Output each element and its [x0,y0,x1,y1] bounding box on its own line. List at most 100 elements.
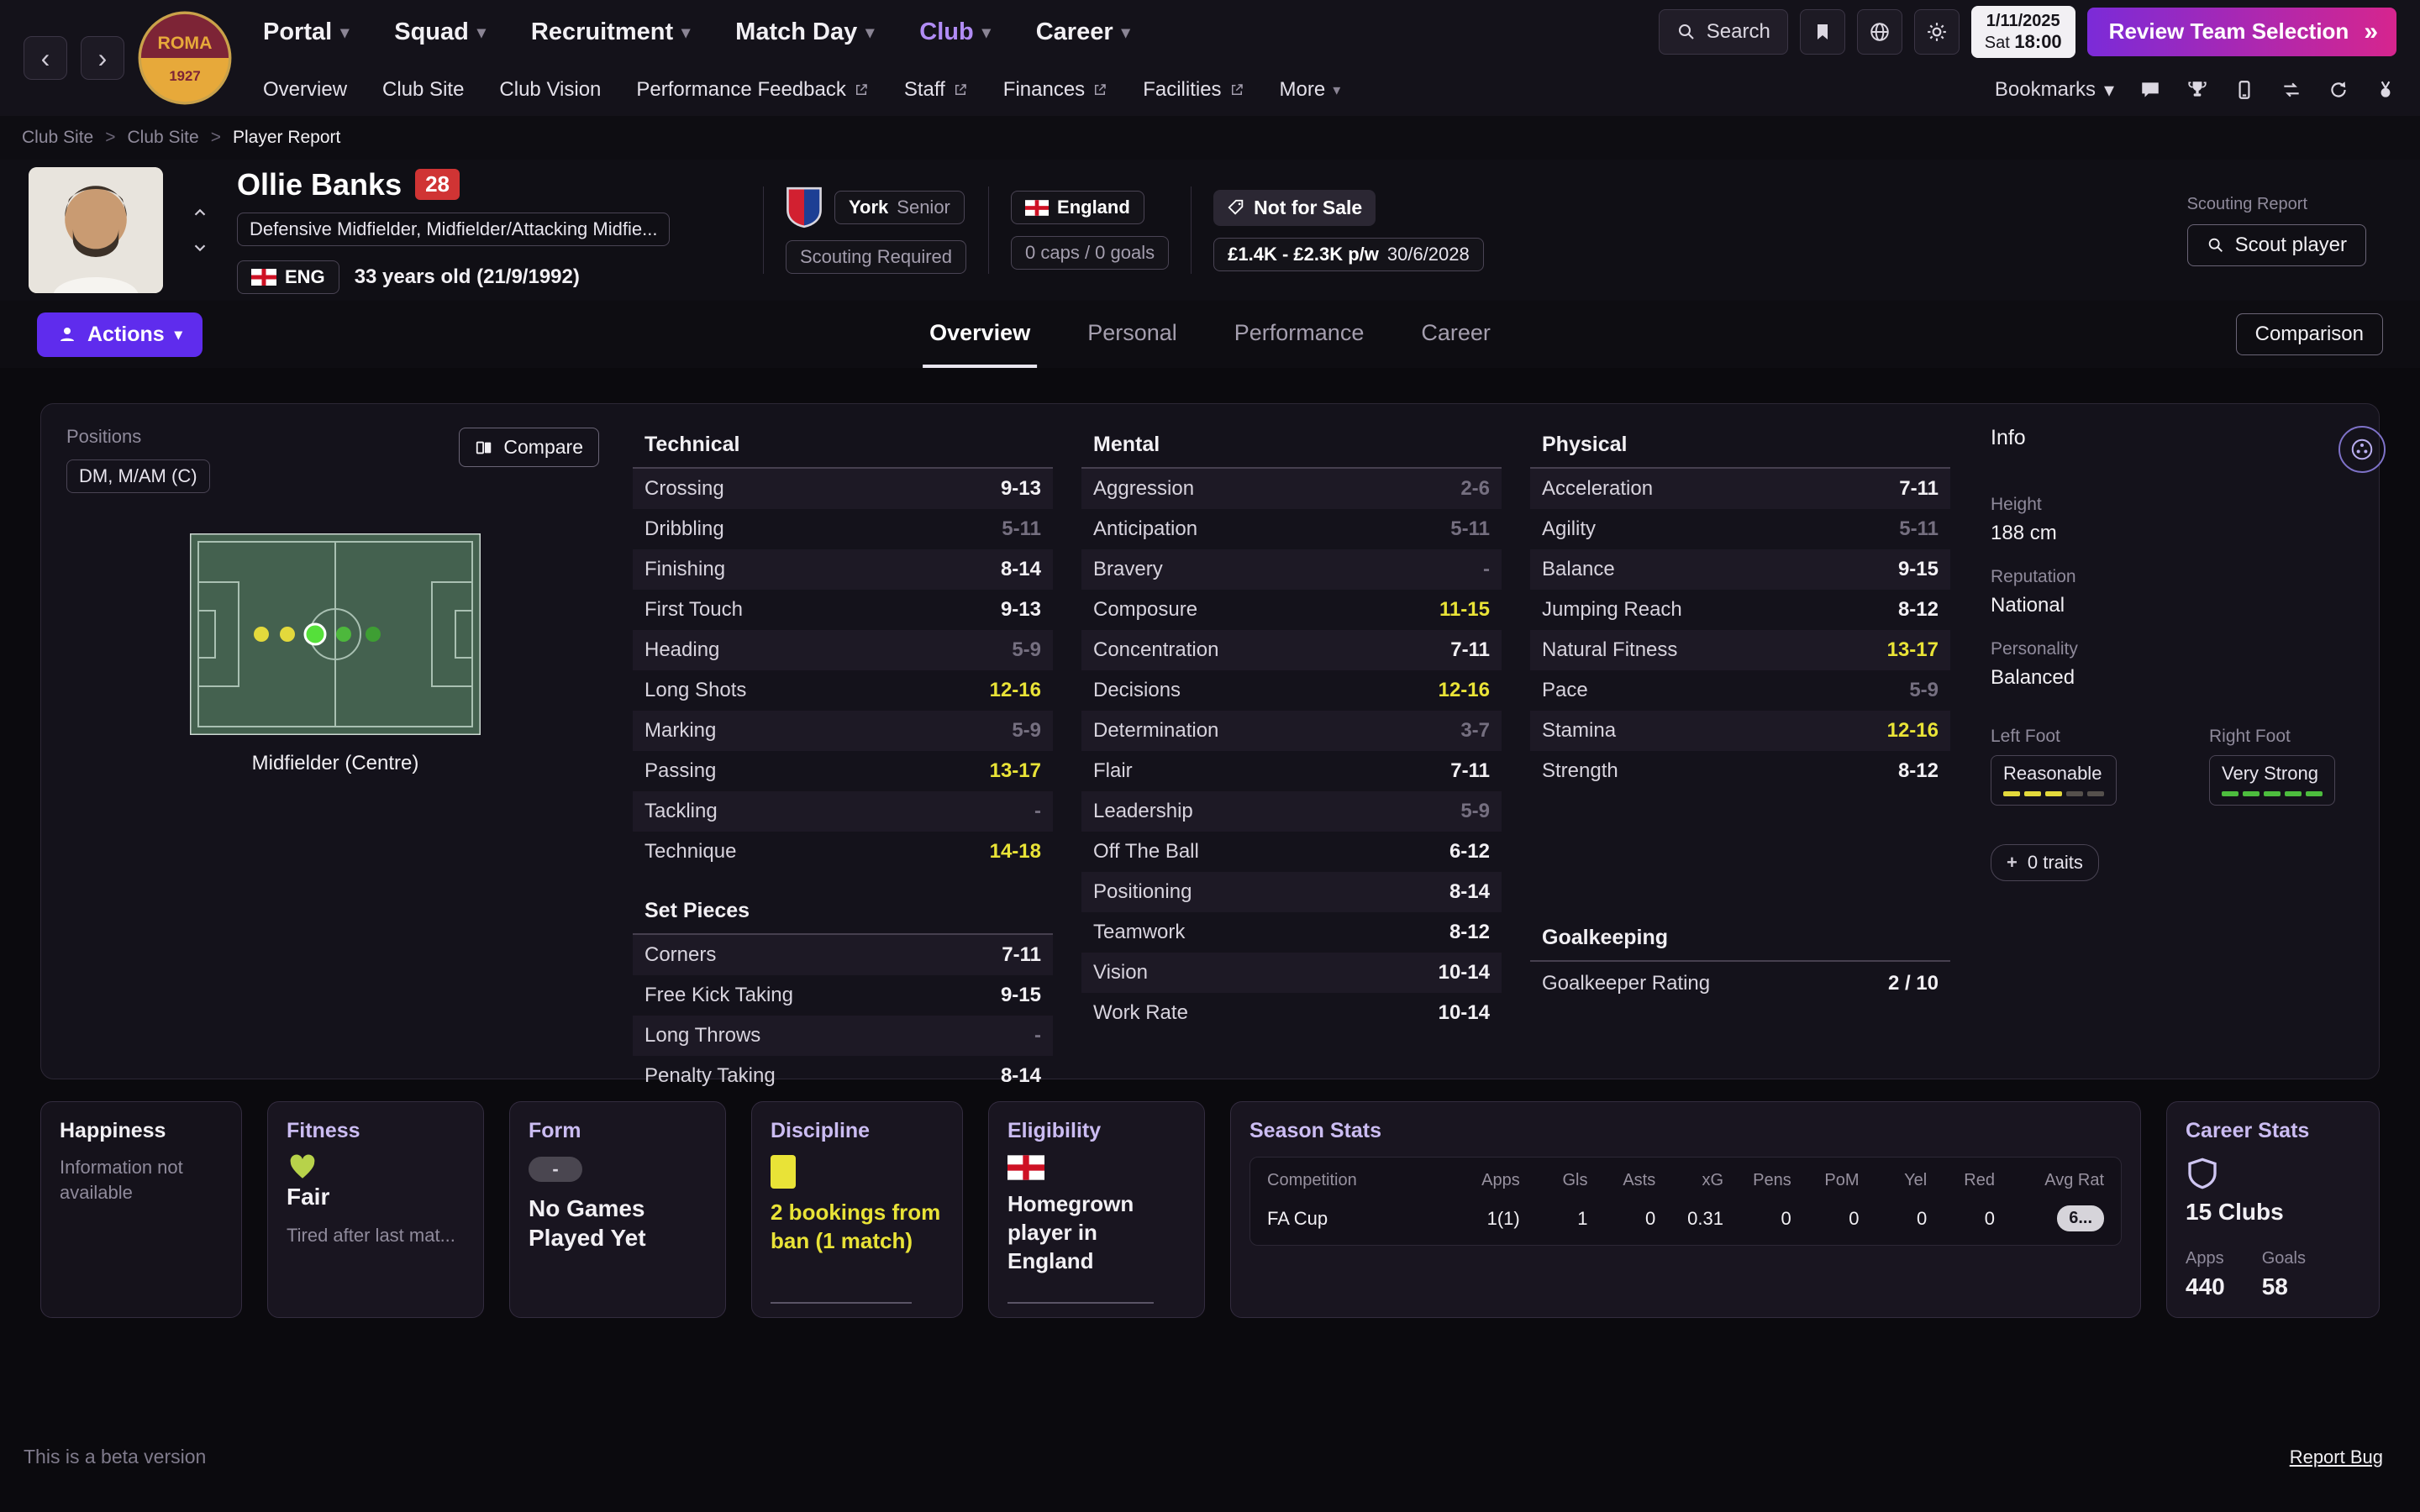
season-cell: 0.31 [1687,1207,1723,1229]
season-cell: 0 [1781,1207,1791,1229]
search-input[interactable]: Search [1658,8,1788,55]
pitch-map[interactable] [66,533,604,735]
attribute-row-teamwork: Teamwork 8-12 [1081,912,1502,953]
season-cell: 0 [1917,1207,1928,1229]
device-icon[interactable] [2233,79,2255,101]
next-player-button[interactable] [185,235,215,260]
attribute-value: - [1483,558,1490,580]
chevron-down-icon: ▾ [2103,78,2114,102]
subnav-item-staff[interactable]: Staff [904,78,968,102]
career-stats-card[interactable]: Career Stats 15 Clubs Apps 440 Goals 58 [2166,1101,2380,1318]
breadcrumb-separator: > [210,128,221,147]
transfers-icon[interactable] [2281,79,2302,101]
contract-end-date: 30/6/2028 [1386,243,1470,265]
back-button[interactable]: ‹ [24,36,67,80]
subnav-item-facilities[interactable]: Facilities [1143,78,1244,102]
player-positions-chip: Defensive Midfielder, Midfielder/Attacki… [237,212,671,246]
review-team-selection-button[interactable]: Review Team Selection » [2086,7,2396,56]
tab-career[interactable]: Career [1421,319,1491,345]
form-card[interactable]: Form - No Games Played Yet [509,1101,726,1318]
club-squad-chip[interactable]: York Senior [834,191,965,224]
subnav-item-overview[interactable]: Overview [263,78,347,102]
tab-performance[interactable]: Performance [1234,319,1365,345]
nation-chip[interactable]: England [1011,191,1144,224]
club-crest-roma[interactable]: ROMA 1927 [138,11,232,105]
bookmark-button[interactable] [1799,8,1845,55]
trophy-icon[interactable] [2186,79,2208,101]
attribute-row-technique: Technique 14-18 [633,832,1053,872]
attribute-label: Composure [1093,598,1198,621]
subnav-item-club-vision[interactable]: Club Vision [499,78,601,102]
subnav-item-finances[interactable]: Finances [1003,78,1107,102]
topnav-menu-club[interactable]: Club ▾ [919,18,990,46]
happiness-card[interactable]: Happiness Information not available [40,1101,242,1318]
subnav-item-club-site[interactable]: Club Site [382,78,464,102]
breadcrumb-item-club-site-1[interactable]: Club Site [127,128,199,147]
season-column-pens: Pens [1753,1171,1791,1189]
subnav-item-more[interactable]: More ▾ [1280,78,1341,102]
attribute-value: 3-7 [1460,719,1490,742]
topnav-menu-portal[interactable]: Portal ▾ [263,18,349,46]
club-block: York Senior Scouting Required [786,186,967,274]
external-link-icon [854,82,869,97]
topnav-menu-match-day[interactable]: Match Day ▾ [735,18,874,46]
award-icon[interactable] [2375,79,2396,101]
topnav-menu-squad[interactable]: Squad ▾ [394,18,486,46]
form-text: No Games Played Yet [529,1195,646,1251]
right-foot: Right Foot Very Strong [2209,727,2386,806]
game-day-time: Sat 18:00 [1984,30,2062,52]
roles-chip: DM, M/AM (C) [66,459,210,493]
settings-button[interactable] [1913,8,1960,55]
goalkeeping-section: Goalkeeping Goalkeeper Rating 2 / 10 [1530,919,1950,1005]
comparison-button[interactable]: Comparison [2235,313,2383,355]
actions-label: Actions [87,322,165,346]
goalkeeping-section-title: Goalkeeping [1530,919,1950,962]
season-stats-card[interactable]: Season Stats Competition Apps Gls Asts xG Pen… [1230,1101,2141,1318]
england-flag-icon [251,268,276,286]
search-icon [1676,22,1697,42]
chevron-down-icon: ▾ [174,325,182,343]
previous-player-button[interactable] [185,200,215,225]
bookmarks-dropdown[interactable]: Bookmarks ▾ [1995,78,2114,102]
compare-button[interactable]: Compare [459,428,599,467]
physical-section-title: Physical [1530,426,1950,469]
game-date-button[interactable]: 1/11/2025 Sat 18:00 [1970,5,2075,59]
world-button[interactable] [1856,8,1902,55]
breadcrumb-item-player-report-2[interactable]: Player Report [232,128,341,147]
attribute-label: Heading [644,638,720,661]
season-stats-title: Season Stats [1249,1119,1382,1142]
attribute-row-anticipation: Anticipation 5-11 [1081,509,1502,549]
attribute-row-corners: Corners 7-11 [633,935,1053,975]
overview-panel: Positions Compare DM, M/AM (C) [40,403,2386,1087]
tab-overview[interactable]: Overview [923,301,1038,368]
attribute-row-crossing: Crossing 9-13 [633,469,1053,509]
attribute-row-composure: Composure 11-15 [1081,590,1502,630]
refresh-icon[interactable] [2328,79,2349,101]
attribute-row-bravery: Bravery - [1081,549,1502,590]
attribute-label: Stamina [1542,719,1617,742]
attribute-analysis-icon[interactable] [2338,426,2386,473]
discipline-card[interactable]: Discipline 2 bookings from ban (1 match) [751,1101,963,1318]
breadcrumb-item-club-site-0[interactable]: Club Site [22,128,94,147]
attribute-value: 12-16 [1886,719,1939,742]
summary-cards-row: Happiness Information not available Fitn… [40,1101,2380,1318]
traits-chip[interactable]: + 0 traits [1991,844,2099,881]
attribute-value: 10-14 [1438,1001,1490,1024]
search-label: Search [1706,19,1770,43]
attribute-value: 9-15 [1897,558,1939,580]
attribute-label: Strength [1542,759,1618,782]
topnav-menu-career[interactable]: Career ▾ [1036,18,1130,46]
actions-button[interactable]: Actions ▾ [37,312,203,357]
tab-personal[interactable]: Personal [1087,319,1177,345]
topnav-menu-recruitment[interactable]: Recruitment ▾ [531,18,690,46]
attribute-value: 14-18 [989,840,1041,863]
form-pill: - [529,1157,582,1182]
report-bug-link[interactable]: Report Bug [2289,1446,2383,1467]
subnav-item-performance-feedback[interactable]: Performance Feedback [636,78,868,102]
scout-player-button[interactable]: Scout player [2186,223,2366,266]
fitness-card[interactable]: Fitness Fair Tired after last mat... [267,1101,484,1318]
chevron-down-icon: ▾ [681,23,691,42]
eligibility-card[interactable]: Eligibility Homegrown player in England [988,1101,1205,1318]
forward-button[interactable]: › [81,36,124,80]
chat-icon[interactable] [2139,79,2161,101]
